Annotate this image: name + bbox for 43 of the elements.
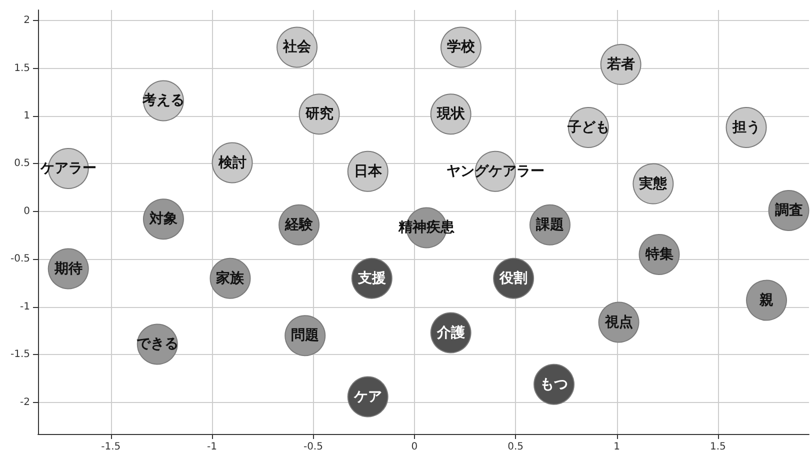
y-tick-label: 2 bbox=[24, 15, 30, 26]
data-label: 経験 bbox=[284, 216, 314, 233]
data-label: 日本 bbox=[354, 163, 383, 180]
data-label: 介護 bbox=[436, 324, 465, 341]
data-label: 親 bbox=[758, 291, 774, 308]
data-label: 研究 bbox=[304, 105, 334, 122]
data-label: 支援 bbox=[356, 270, 386, 286]
data-label: もつ bbox=[540, 376, 568, 392]
data-label: 検討 bbox=[217, 154, 246, 171]
y-tick-label: 0 bbox=[24, 206, 30, 217]
data-label: 学校 bbox=[446, 39, 476, 56]
data-label: 問題 bbox=[291, 328, 320, 344]
data-label: 実態 bbox=[639, 174, 668, 192]
data-label: ヤングケアラー bbox=[446, 163, 544, 180]
data-label: ケア bbox=[352, 388, 382, 405]
x-tick-label: 0.5 bbox=[508, 442, 524, 452]
y-tick-label: 1.5 bbox=[14, 62, 30, 74]
data-label: 若者 bbox=[606, 56, 635, 72]
y-tick-label: -0.5 bbox=[10, 254, 30, 265]
data-label: 期待 bbox=[53, 260, 82, 277]
y-tick-label: -1.5 bbox=[10, 349, 30, 360]
x-tick-label: -0.5 bbox=[303, 442, 323, 452]
y-tick-label: -1 bbox=[20, 301, 30, 312]
x-tick-label: -1.5 bbox=[101, 442, 121, 452]
data-label: 社会 bbox=[282, 39, 312, 56]
data-label: 特集 bbox=[644, 246, 674, 262]
data-label: 視点 bbox=[604, 313, 633, 330]
x-tick-label: -1 bbox=[207, 442, 218, 452]
data-label: 役割 bbox=[498, 269, 528, 286]
x-tick-label: 1 bbox=[614, 442, 620, 452]
y-tick-label: 1 bbox=[24, 110, 30, 122]
data-label: 課題 bbox=[534, 216, 564, 233]
y-tick-label: -2 bbox=[20, 396, 30, 408]
data-label: 対象 bbox=[148, 210, 178, 228]
data-label: 子ども bbox=[566, 119, 610, 136]
data-label: 調査 bbox=[774, 202, 803, 219]
data-label: 担う bbox=[731, 119, 760, 136]
x-tick-label: 0 bbox=[411, 442, 418, 452]
x-tick-label: 1.5 bbox=[710, 442, 726, 452]
data-label: 家族 bbox=[215, 269, 246, 286]
data-label: 現状 bbox=[436, 106, 466, 122]
data-label: 考える bbox=[141, 92, 184, 109]
y-tick-label: 0.5 bbox=[14, 158, 30, 170]
